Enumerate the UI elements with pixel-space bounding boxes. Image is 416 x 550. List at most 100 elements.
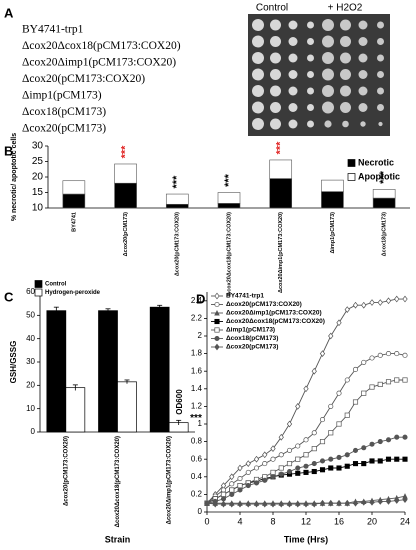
marker — [270, 456, 276, 462]
marker — [377, 498, 383, 505]
bar — [65, 387, 86, 433]
y-tick-label: 2.2 — [191, 314, 203, 323]
x-tick-label: Δcox20Δcox18(pCM173:COX20) — [226, 212, 232, 296]
marker — [286, 500, 293, 508]
significance: *** — [223, 173, 235, 187]
strain-label: BY4741-trp1 — [22, 24, 84, 36]
marker — [214, 327, 220, 333]
marker — [229, 487, 235, 493]
marker — [295, 500, 301, 508]
spot — [324, 120, 332, 128]
marker — [229, 481, 235, 487]
legend-swatch — [347, 159, 356, 167]
column-label: Control — [256, 3, 288, 14]
y-tick-label: 1.2 — [191, 402, 203, 411]
marker — [220, 496, 227, 502]
x-axis-label: Strain — [105, 534, 131, 544]
x-tick-label: Δcox20Δcox18(pCM173:COX20) — [115, 436, 121, 527]
marker — [344, 377, 350, 383]
spot — [358, 53, 368, 63]
x-tick-label: Δcox20(pCM173:COX20) — [63, 436, 69, 506]
marker — [377, 299, 383, 306]
marker — [394, 295, 400, 303]
spot — [270, 102, 281, 113]
y-tick-label: 15 — [32, 187, 44, 198]
spot — [340, 19, 351, 31]
x-tick-label: Δcox20Δimp1(pCM173:COX20) — [278, 212, 284, 293]
marker — [214, 343, 220, 351]
x-axis-label: Time (Hrs) — [284, 534, 328, 544]
marker — [402, 496, 408, 504]
spot — [252, 19, 264, 31]
marker — [214, 301, 220, 308]
legend-label: Hydrogen-peroxide — [45, 290, 101, 296]
legend-label: Δimp1(pCM173) — [226, 327, 275, 334]
marker — [214, 318, 220, 325]
spot — [340, 69, 351, 80]
marker — [212, 500, 218, 508]
spot — [340, 102, 351, 113]
panel-letter: C — [4, 289, 14, 304]
y-tick-label: 2.4 — [191, 296, 203, 305]
marker — [328, 332, 334, 340]
y-axis-label: % necrotic/ apoptotic cells — [11, 133, 18, 221]
marker — [344, 412, 350, 418]
spot — [252, 35, 264, 48]
spot-assay-photo — [248, 14, 390, 136]
spot — [288, 119, 298, 129]
spot — [377, 87, 384, 95]
x-tick-label: BY4741 — [71, 212, 77, 232]
bar — [46, 310, 67, 433]
marker — [336, 421, 342, 427]
marker — [394, 434, 400, 440]
marker — [328, 430, 334, 436]
marker — [369, 458, 375, 464]
marker — [352, 366, 359, 372]
marker — [286, 461, 293, 467]
x-tick-label: 20 — [367, 516, 377, 526]
spot — [342, 120, 349, 128]
marker — [303, 452, 309, 458]
y-tick-label: 0.8 — [191, 437, 203, 446]
significance: *** — [119, 145, 131, 159]
strain-label: Δcox20Δimp1(pCM173:COX20) — [22, 57, 176, 69]
x-tick-label: Δimp1(pCM173) — [330, 212, 336, 254]
marker — [336, 319, 342, 327]
marker — [336, 454, 342, 460]
marker — [278, 471, 284, 477]
marker — [229, 473, 235, 481]
marker — [311, 468, 317, 475]
spot — [307, 104, 314, 111]
y-tick-label: 20 — [32, 172, 44, 183]
bar-segment — [114, 163, 137, 184]
legend-swatch — [34, 288, 43, 297]
marker — [369, 299, 375, 306]
marker — [361, 498, 367, 506]
spot — [377, 54, 384, 62]
spot — [340, 85, 351, 97]
marker — [303, 500, 309, 508]
marker — [402, 434, 408, 440]
marker — [262, 500, 268, 508]
legend-label: Apoptotic — [358, 171, 400, 181]
marker — [286, 420, 293, 428]
bar — [149, 306, 170, 433]
marker — [270, 445, 276, 453]
marker — [262, 477, 268, 483]
significance: *** — [190, 413, 202, 424]
panel-letter: A — [4, 5, 14, 20]
marker — [237, 487, 243, 493]
bar — [117, 381, 137, 433]
spot — [270, 36, 281, 47]
strain-label: Δcox20(pCM173) — [22, 123, 106, 135]
marker — [361, 390, 367, 396]
marker — [361, 445, 367, 451]
legend-swatch — [34, 280, 43, 288]
spot — [307, 21, 314, 29]
y-tick-label: 1.4 — [191, 384, 203, 393]
spot — [270, 118, 281, 130]
y-tick-label: 0 — [198, 507, 203, 516]
marker — [385, 498, 392, 505]
spot — [307, 71, 314, 78]
marker — [303, 437, 309, 443]
